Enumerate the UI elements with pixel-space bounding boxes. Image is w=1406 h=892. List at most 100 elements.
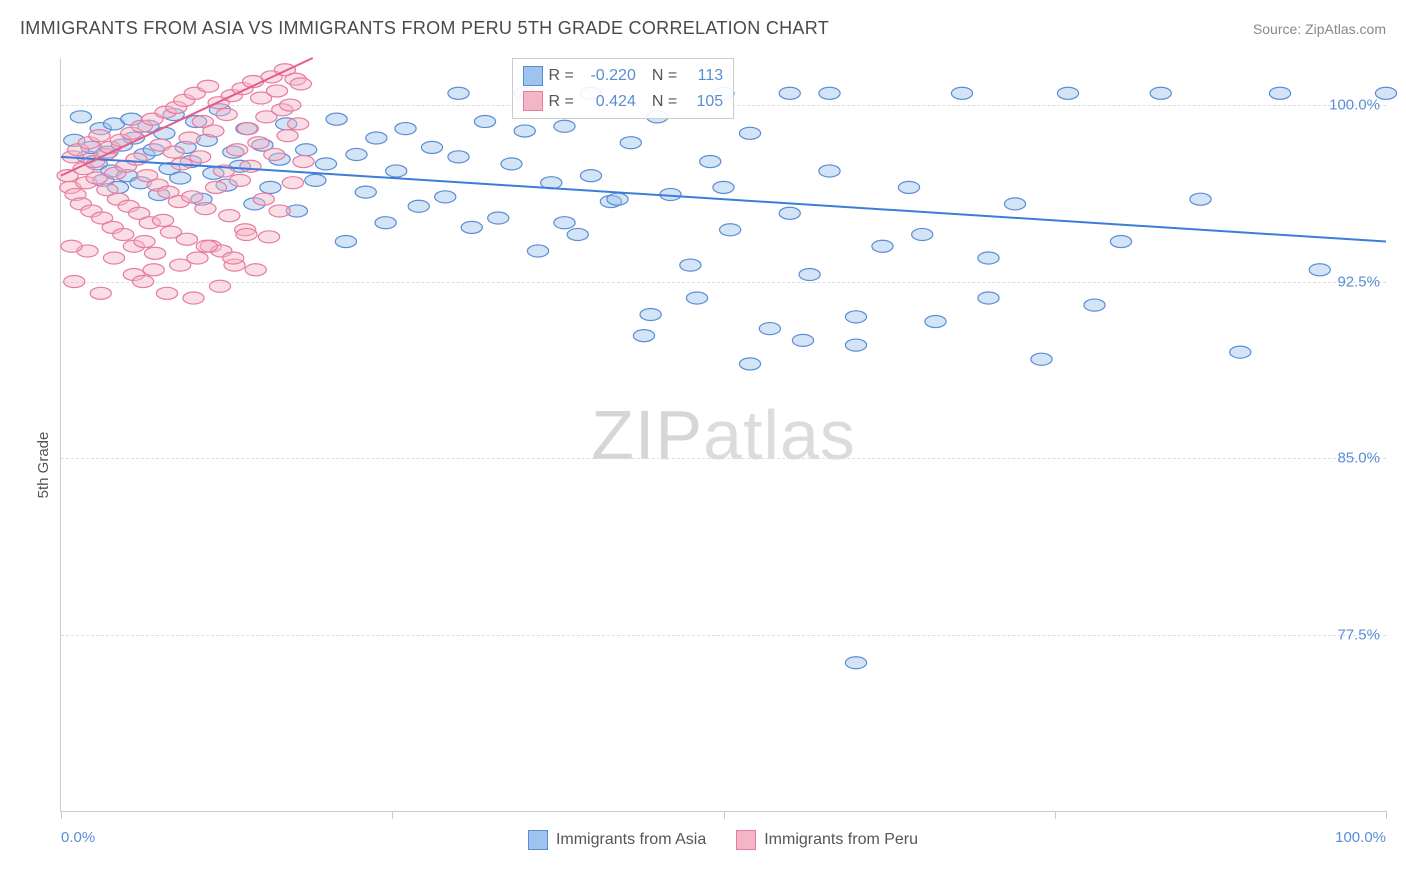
legend-item: Immigrants from Peru (736, 830, 918, 850)
scatter-point (133, 276, 154, 288)
scatter-point (759, 323, 780, 335)
scatter-point (280, 99, 301, 111)
scatter-point (103, 252, 124, 264)
scatter-point (799, 268, 820, 280)
scatter-point (61, 240, 82, 252)
scatter-point (346, 148, 367, 160)
scatter-point (819, 87, 840, 99)
scatter-point (219, 210, 240, 222)
scatter-point (633, 330, 654, 342)
scatter-point (713, 181, 734, 193)
scatter-point (266, 85, 287, 97)
scatter-point (395, 123, 416, 135)
scatter-point (421, 141, 442, 153)
scatter-point (872, 240, 893, 252)
scatter-point (386, 165, 407, 177)
stats-box: R =-0.220N =113R =0.424N =105 (512, 58, 735, 119)
scatter-point (845, 657, 866, 669)
scatter-point (183, 292, 204, 304)
scatter-point (90, 287, 111, 299)
scatter-point (113, 228, 134, 240)
scatter-point (229, 174, 250, 186)
x-tick-mark (1055, 811, 1056, 819)
scatter-point (739, 358, 760, 370)
scatter-point (461, 221, 482, 233)
scatter-point (253, 193, 274, 205)
scatter-point (248, 137, 269, 149)
scatter-point (154, 127, 175, 139)
scatter-point (1057, 87, 1078, 99)
scatter-point (435, 191, 456, 203)
n-value: 113 (683, 63, 723, 89)
scatter-point (179, 132, 200, 144)
scatter-point (640, 308, 661, 320)
scatter-point (227, 144, 248, 156)
scatter-point (792, 334, 813, 346)
scatter-point (216, 108, 237, 120)
scatter-point (554, 217, 575, 229)
source-label: Source: ZipAtlas.com (1253, 21, 1386, 37)
scatter-point (554, 120, 575, 132)
legend-label: Immigrants from Asia (556, 831, 706, 849)
scatter-point (514, 125, 535, 137)
scatter-point (205, 181, 226, 193)
scatter-point (260, 181, 281, 193)
scatter-point (1150, 87, 1171, 99)
scatter-point (170, 259, 191, 271)
scatter-point (474, 116, 495, 128)
scatter-point (680, 259, 701, 271)
scatter-point (293, 156, 314, 168)
stats-row: R =0.424N =105 (523, 89, 724, 115)
scatter-point (143, 264, 164, 276)
scatter-point (1084, 299, 1105, 311)
scatter-point (1375, 87, 1396, 99)
scatter-point (163, 146, 184, 158)
scatter-point (89, 130, 110, 142)
scatter-point (1190, 193, 1211, 205)
scatter-point (925, 316, 946, 328)
chart-title: IMMIGRANTS FROM ASIA VS IMMIGRANTS FROM … (20, 18, 829, 39)
scatter-point (527, 245, 548, 257)
bottom-legend: Immigrants from Asia Immigrants from Peru (60, 830, 1386, 850)
scatter-point (375, 217, 396, 229)
scatter-point (620, 137, 641, 149)
plot-svg (61, 58, 1386, 811)
r-label: R = (549, 63, 574, 89)
scatter-point (567, 228, 588, 240)
chart-area: 5th Grade ZIPatlas 77.5%85.0%92.5%100.0%… (20, 58, 1386, 872)
scatter-point (296, 144, 317, 156)
scatter-point (170, 172, 191, 184)
scatter-point (190, 151, 211, 163)
scatter-point (779, 207, 800, 219)
scatter-point (1230, 346, 1251, 358)
scatter-point (779, 87, 800, 99)
scatter-point (282, 177, 303, 189)
scatter-point (1309, 264, 1330, 276)
scatter-point (607, 193, 628, 205)
scatter-point (408, 200, 429, 212)
scatter-point (126, 153, 147, 165)
scatter-point (288, 118, 309, 130)
n-value: 105 (683, 89, 723, 115)
legend-swatch (523, 66, 543, 86)
scatter-point (366, 132, 387, 144)
y-axis-label: 5th Grade (35, 432, 52, 499)
scatter-point (64, 276, 85, 288)
scatter-point (245, 264, 266, 276)
scatter-point (720, 224, 741, 236)
scatter-point (144, 247, 165, 259)
scatter-point (237, 123, 258, 135)
x-tick-mark (392, 811, 393, 819)
legend-item: Immigrants from Asia (528, 830, 706, 850)
scatter-point (819, 165, 840, 177)
scatter-point (1269, 87, 1290, 99)
scatter-point (448, 151, 469, 163)
scatter-point (203, 125, 224, 137)
scatter-point (448, 87, 469, 99)
scatter-point (1004, 198, 1025, 210)
scatter-point (898, 181, 919, 193)
scatter-point (845, 311, 866, 323)
scatter-point (978, 292, 999, 304)
stats-row: R =-0.220N =113 (523, 63, 724, 89)
scatter-point (686, 292, 707, 304)
